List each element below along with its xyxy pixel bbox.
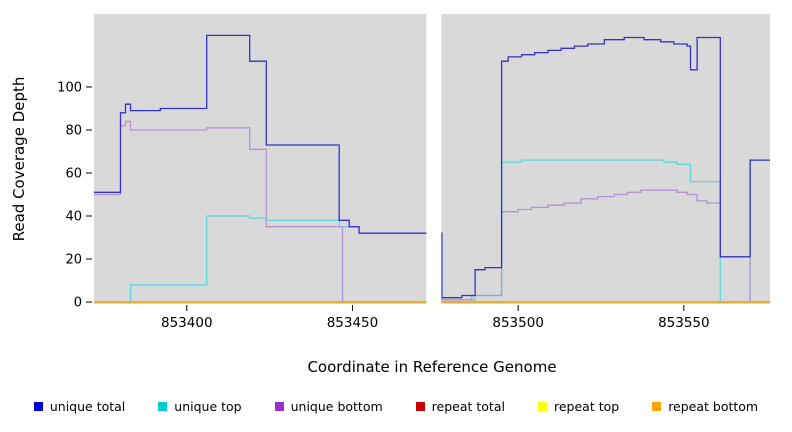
y-axis-label: Read Coverage Depth (10, 76, 28, 242)
legend-swatch (274, 402, 284, 411)
x-tick-label: 853550 (658, 315, 710, 331)
legend-item: repeat total (415, 399, 505, 414)
y-tick-label: 60 (65, 166, 82, 181)
legend-label: unique total (49, 399, 126, 414)
legend: unique total unique top unique bottom repea… (0, 399, 792, 414)
legend-swatch (415, 402, 425, 411)
legend-item: repeat bottom (652, 399, 758, 414)
x-axis-label: Coordinate in Reference Genome (307, 358, 557, 376)
y-tick-label: 80 (65, 123, 82, 138)
series-unique-total (94, 34, 770, 299)
legend-swatch (158, 402, 168, 411)
y-tick-label: 20 (65, 252, 82, 267)
legend-item: unique total (33, 399, 126, 414)
legend-label: unique top (174, 399, 242, 414)
x-tick-label: 853500 (492, 315, 544, 331)
chart-svg: 0 20 40 60 80 100 853400 853450 853500 853550 (57, 13, 770, 331)
series-unique-top (94, 159, 770, 303)
legend-label: unique bottom (290, 399, 383, 414)
legend-swatch (537, 402, 547, 411)
y-tick-label: 100 (57, 80, 82, 95)
coverage-gap-band (426, 13, 442, 307)
legend-swatch (652, 402, 662, 411)
x-tick-label: 853400 (161, 315, 213, 331)
legend-label: repeat top (553, 399, 620, 414)
legend-item: unique top (158, 399, 242, 414)
series-unique-bottom (94, 120, 770, 303)
y-tick-label: 40 (65, 209, 82, 224)
legend-label: repeat bottom (668, 399, 759, 414)
legend-swatch (33, 402, 43, 411)
legend-item: repeat top (537, 399, 620, 414)
x-tick-label: 853450 (327, 315, 379, 331)
legend-label: repeat total (431, 399, 505, 414)
legend-item: unique bottom (274, 399, 383, 414)
y-tick-label: 0 (74, 296, 82, 311)
